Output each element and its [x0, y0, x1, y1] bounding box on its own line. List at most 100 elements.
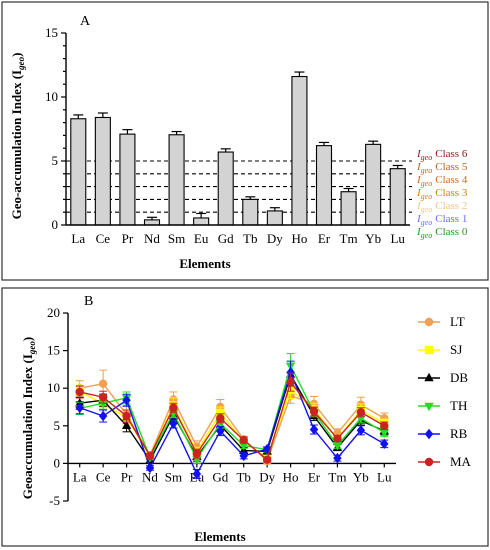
- class-label: Igeo Class 5: [416, 161, 468, 175]
- data-point: [169, 403, 178, 412]
- data-point: [192, 468, 202, 480]
- bar: [266, 210, 283, 226]
- panel-b-y-axis-title: Geoaccumulation Index (Igeo): [20, 337, 37, 500]
- y-tick-label: 10: [47, 380, 60, 395]
- x-tick-label: Tm: [340, 231, 358, 246]
- data-point: [309, 407, 319, 416]
- panel-b: B Elements Geoaccumulation Index (Igeo) …: [1, 287, 489, 547]
- panel-a-y-axis-title-main: Geo-accumulation Index (I: [9, 70, 24, 220]
- x-tick-label: Lu: [390, 231, 405, 246]
- data-point: [145, 462, 155, 474]
- class-label: Igeo Class 4: [416, 174, 468, 188]
- series-line: [79, 380, 385, 461]
- data-point: [424, 457, 434, 467]
- class-label-sub: geo: [421, 153, 433, 162]
- y-tick-label: 0: [54, 455, 61, 470]
- data-point: [192, 449, 202, 458]
- bar: [242, 198, 259, 226]
- x-tick-label: Er: [318, 231, 331, 246]
- legend-label: LT: [450, 314, 465, 329]
- data-point: [356, 408, 366, 417]
- bar: [217, 151, 234, 226]
- class-label: Igeo Class 2: [416, 200, 467, 214]
- data-point: [239, 442, 249, 451]
- class-label-text: Class 4: [435, 174, 468, 186]
- data-point: [333, 434, 342, 443]
- data-point: [98, 379, 108, 388]
- y-tick-label: 20: [47, 305, 60, 320]
- legend-label: SJ: [450, 342, 462, 357]
- class-label-text: Class 5: [435, 161, 468, 173]
- legend-item-ma: MA: [418, 454, 472, 469]
- class-label-prefix: I: [416, 148, 422, 160]
- data-point: [239, 450, 248, 462]
- y-tick-label: 5: [52, 153, 59, 168]
- class-label-prefix: I: [416, 200, 422, 212]
- bar: [143, 219, 161, 226]
- panel-a-letter: A: [80, 14, 91, 29]
- x-tick-label: Tm: [328, 469, 346, 484]
- class-label: Igeo Class 3: [416, 187, 468, 201]
- panel-a-frame: [1, 1, 489, 281]
- legend-label: DB: [450, 370, 468, 385]
- data-point: [216, 414, 225, 423]
- bar: [70, 118, 87, 226]
- data-point: [332, 442, 343, 451]
- y-tick-label: -5: [49, 493, 60, 508]
- data-point: [216, 408, 225, 418]
- series-line: [79, 370, 385, 476]
- x-tick-label: Er: [308, 469, 321, 484]
- panel-a-x-axis-title: Elements: [179, 256, 230, 271]
- class-label-prefix: I: [416, 161, 422, 173]
- bar: [168, 134, 185, 226]
- x-tick-label: Sm: [168, 231, 185, 246]
- y-tick-label: 5: [54, 418, 61, 433]
- x-tick-label: La: [73, 469, 87, 484]
- class-label-sub: geo: [421, 166, 433, 175]
- data-point: [145, 451, 155, 461]
- data-point: [169, 418, 178, 429]
- legend-item-lt: LT: [418, 314, 465, 329]
- class-label-text: Class 2: [435, 200, 467, 212]
- x-tick-label: Lu: [377, 469, 392, 484]
- x-tick-label: Sm: [165, 469, 182, 484]
- class-label: Igeo Class 1: [416, 213, 467, 227]
- data-point: [309, 424, 319, 435]
- y-tick-label: 0: [52, 217, 59, 232]
- class-label: Igeo Class 0: [416, 226, 468, 240]
- class-label: Igeo Class 6: [416, 148, 468, 162]
- series-db: [75, 362, 389, 464]
- data-point: [356, 425, 366, 436]
- data-point: [75, 387, 84, 397]
- bar: [365, 143, 382, 226]
- x-tick-label: Gd: [212, 469, 228, 484]
- x-tick-label: Eu: [194, 231, 209, 246]
- series-ma: [75, 372, 389, 464]
- data-point: [424, 428, 434, 440]
- data-point: [286, 377, 295, 387]
- data-point: [122, 395, 131, 406]
- x-tick-label: La: [71, 231, 85, 246]
- y-tick-label: 15: [47, 343, 60, 358]
- legend-label: MA: [450, 454, 472, 469]
- bar: [340, 191, 357, 226]
- class-label-prefix: I: [416, 226, 422, 238]
- class-label-prefix: I: [416, 187, 422, 199]
- legend-item-rb: RB: [418, 426, 468, 441]
- data-point: [98, 393, 108, 402]
- class-label-text: Class 6: [435, 148, 468, 160]
- panel-a-y-axis-title: Geo-accumulation Index (Igeo): [9, 53, 26, 220]
- data-point: [380, 421, 389, 430]
- data-point: [424, 402, 434, 412]
- data-point: [286, 367, 295, 378]
- data-point: [216, 425, 225, 437]
- data-point: [98, 400, 108, 409]
- data-point: [424, 317, 434, 327]
- x-tick-label: Ho: [291, 231, 307, 246]
- data-point: [379, 429, 389, 438]
- x-tick-label: Dy: [267, 231, 283, 246]
- x-tick-label: Tb: [236, 469, 250, 484]
- class-label-text: Class 3: [435, 187, 468, 199]
- class-label-prefix: I: [416, 213, 422, 225]
- legend-item-db: DB: [418, 370, 468, 385]
